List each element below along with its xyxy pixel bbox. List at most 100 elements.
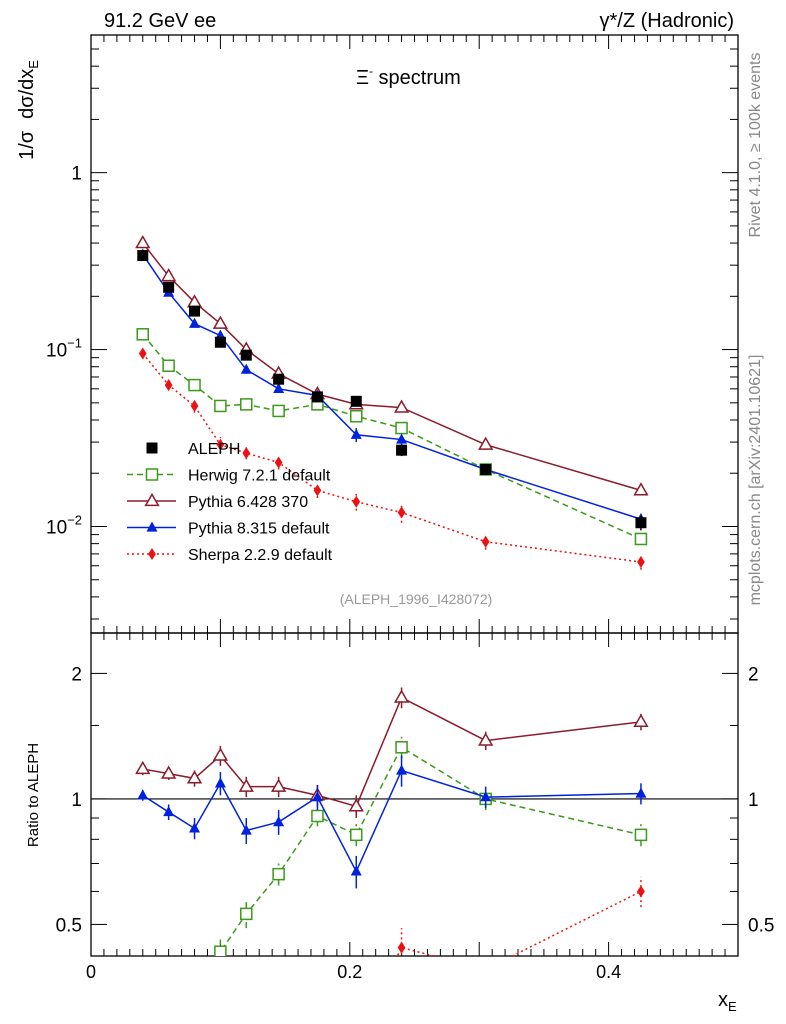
point-herwig	[240, 907, 253, 921]
point-pythia8	[214, 777, 226, 788]
point-data	[137, 250, 149, 262]
point-pythia8	[635, 787, 647, 798]
legend-item-data: ALEPH	[146, 441, 240, 458]
point-pythia6	[348, 798, 364, 812]
point-pythia6	[212, 315, 229, 329]
point-pythia8	[273, 816, 285, 827]
ratio-y-tick-label-left: 2	[71, 664, 82, 685]
series-data	[137, 250, 647, 531]
legend-item-pythia6: Pythia 6.428 370	[127, 492, 308, 511]
point-data	[480, 463, 492, 475]
legend-marker-data	[146, 442, 158, 454]
rivet-version-label: Rivet 4.1.0, ≥ 100k events	[747, 53, 764, 238]
point-sherpa	[138, 347, 147, 360]
point-data	[240, 349, 252, 361]
x-tick-label: 0.2	[337, 962, 362, 982]
point-pythia6	[478, 732, 494, 746]
energy-label: 91.2 GeV ee	[104, 10, 216, 32]
point-herwig	[272, 404, 285, 418]
point-pythia8	[189, 317, 201, 328]
point-pythia8	[396, 433, 408, 444]
plot-title: Ξ- spectrum	[356, 64, 461, 89]
main-y-axis-label: 1/σdσ/dxE	[16, 60, 41, 160]
point-sherpa	[314, 1011, 322, 1023]
point-herwig	[395, 741, 408, 754]
point-pythia6	[271, 778, 287, 792]
point-sherpa	[274, 456, 283, 469]
point-herwig	[240, 398, 253, 411]
point-herwig	[137, 978, 148, 989]
ratio-y-tick-label-right: 1	[748, 790, 759, 811]
point-sherpa	[352, 495, 361, 508]
point-pythia8	[240, 824, 252, 835]
main-y-tick-label: 1	[71, 164, 82, 185]
point-pythia6	[135, 234, 151, 249]
legend-marker-sherpa	[148, 547, 156, 561]
point-pythia6	[633, 713, 649, 728]
point-pythia8	[350, 865, 362, 876]
point-pythia6	[633, 482, 649, 496]
point-data	[214, 336, 226, 348]
point-herwig	[188, 378, 201, 392]
legend-item-sherpa: Sherpa 2.2.9 default	[127, 547, 333, 564]
process-label: γ*/Z (Hadronic)	[600, 10, 734, 32]
point-pythia6	[393, 689, 410, 703]
point-sherpa	[216, 438, 225, 451]
point-pythia6	[212, 747, 229, 761]
point-sherpa	[164, 379, 173, 392]
point-sherpa	[313, 484, 322, 497]
point-data	[350, 395, 362, 407]
point-herwig	[634, 532, 648, 546]
point-pythia6	[238, 778, 254, 792]
legend-label-pythia8: Pythia 8.315 default	[188, 521, 330, 538]
point-data	[311, 391, 323, 403]
point-sherpa	[397, 941, 406, 954]
point-sherpa	[637, 555, 645, 569]
series-sherpa	[138, 347, 645, 570]
point-herwig	[163, 978, 174, 989]
ratio-y-tick-label-right: 2	[748, 664, 759, 685]
legend-marker-pythia6	[144, 492, 160, 507]
legend-label-data: ALEPH	[188, 441, 240, 458]
legend-label-herwig: Herwig 7.2.1 default	[188, 468, 331, 485]
point-pythia6	[135, 760, 151, 775]
x-axis-label: xE	[718, 989, 737, 1014]
point-pythia6	[478, 436, 494, 450]
mcplots-label: mcplots.cern.ch [arXiv:2401.10621]	[747, 355, 764, 606]
point-pythia6	[186, 770, 203, 784]
point-pythia6	[161, 268, 177, 282]
legend-marker-pythia8	[146, 521, 158, 532]
point-data	[396, 444, 408, 456]
point-sherpa	[397, 506, 406, 519]
ratio-y-axis-label: Ratio to ALEPH	[25, 743, 42, 847]
point-pythia8	[240, 363, 252, 374]
legend-item-herwig: Herwig 7.2.1 default	[127, 468, 331, 485]
point-pythia8	[273, 382, 285, 393]
point-pythia8	[350, 428, 362, 439]
series-line-pythia6	[142, 696, 642, 808]
point-sherpa	[637, 885, 645, 898]
x-tick-label: 0.4	[596, 962, 621, 982]
point-pythia8	[480, 791, 492, 802]
series-herwig	[136, 328, 648, 546]
point-herwig	[136, 328, 150, 341]
ratio-y-tick-label-left: 1	[71, 790, 82, 811]
point-herwig	[272, 867, 285, 881]
point-herwig	[214, 945, 227, 956]
point-pythia8	[189, 822, 201, 833]
point-herwig	[311, 809, 324, 823]
point-sherpa	[191, 1017, 199, 1024]
point-data	[163, 281, 175, 293]
point-sherpa	[275, 988, 283, 1000]
x-tick-label: 0	[86, 962, 96, 982]
point-sherpa	[481, 535, 490, 548]
point-data	[635, 517, 647, 529]
point-pythia6	[393, 399, 410, 413]
legend-marker-herwig	[145, 468, 159, 481]
series-sherpa	[191, 876, 645, 1024]
point-herwig	[162, 359, 175, 373]
point-pythia8	[396, 764, 408, 775]
analysis-watermark: (ALEPH_1996_I428072)	[340, 591, 493, 607]
series-pythia8	[137, 755, 647, 889]
